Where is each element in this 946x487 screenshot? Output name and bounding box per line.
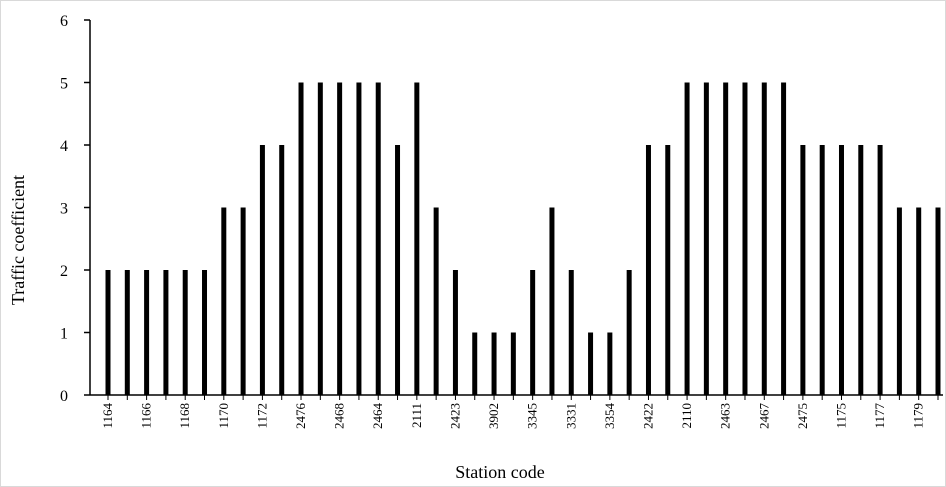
x-tick-label: 1175 (833, 403, 848, 429)
bar (202, 270, 208, 395)
bar (221, 207, 227, 395)
x-tick-label: 1172 (254, 403, 269, 429)
x-axis: 1164 1166 1168 1170 1172 2476 2468 2464 2111 2423… (90, 394, 943, 430)
bar (375, 82, 381, 395)
x-tick-label: 1168 (177, 403, 192, 429)
x-tick-label: 2475 (795, 403, 810, 429)
y-axis-title: Traffic coefficient (8, 175, 28, 305)
y-tick-label: 4 (60, 138, 68, 155)
x-tick-label: 2467 (756, 403, 771, 430)
bar (240, 207, 246, 395)
bar (452, 270, 458, 395)
y-tick-label: 5 (60, 76, 68, 93)
bar (105, 270, 111, 395)
x-tick-label: 2423 (447, 403, 462, 429)
bar (317, 82, 323, 395)
bar (337, 82, 343, 395)
bar (298, 82, 304, 395)
x-tick-label: 2422 (640, 403, 655, 429)
bar (723, 82, 729, 395)
x-tick-label: 1179 (911, 403, 926, 429)
y-tick-label: 2 (60, 263, 68, 280)
bar (684, 82, 690, 395)
bar (877, 145, 883, 395)
x-tick-label: 1164 (100, 403, 115, 429)
bar (182, 270, 188, 395)
bar (781, 82, 787, 395)
bar (530, 270, 536, 395)
y-tick-label: 1 (60, 326, 68, 343)
bar (703, 82, 709, 395)
x-tick-label: 2463 (718, 403, 733, 429)
bar (761, 82, 767, 395)
bars (105, 82, 941, 395)
bar (163, 270, 169, 395)
bar (568, 270, 574, 395)
x-tick-label: 3902 (486, 403, 501, 429)
x-tick-label: 2111 (409, 403, 424, 428)
bar (916, 207, 922, 395)
bar (259, 145, 265, 395)
bar (819, 145, 825, 395)
bar (838, 145, 844, 395)
x-tick-label: 2464 (370, 403, 385, 430)
bar (742, 82, 748, 395)
x-tick-label: 2468 (332, 403, 347, 429)
x-tick-label: 1166 (139, 403, 154, 429)
x-tick-label: 3331 (563, 403, 578, 429)
bar (665, 145, 671, 395)
bar (395, 145, 401, 395)
bar (935, 207, 941, 395)
x-axis-title: Station code (455, 462, 544, 482)
bar (626, 270, 632, 395)
bar (858, 145, 864, 395)
bar (896, 207, 902, 395)
x-tick-label: 3354 (602, 403, 617, 430)
x-tick-label: 1170 (216, 403, 231, 429)
y-tick-label: 6 (60, 13, 68, 30)
bar (800, 145, 806, 395)
bar (510, 332, 516, 395)
bar (549, 207, 555, 395)
x-tick-label: 1177 (872, 403, 887, 429)
bar (433, 207, 439, 395)
bar (607, 332, 613, 395)
bar (279, 145, 285, 395)
x-tick-label: 2476 (293, 403, 308, 430)
bar (472, 332, 478, 395)
y-axis: 0 1 2 3 4 5 6 (60, 13, 91, 405)
y-tick-label: 0 (60, 388, 68, 405)
bar (414, 82, 420, 395)
x-tick-label: 3345 (525, 403, 540, 429)
bar (645, 145, 651, 395)
bar (144, 270, 150, 395)
y-tick-label: 3 (60, 201, 68, 218)
bar (356, 82, 362, 395)
bar (124, 270, 130, 395)
bar (491, 332, 497, 395)
bar (588, 332, 594, 395)
x-tick-label: 2110 (679, 403, 694, 429)
